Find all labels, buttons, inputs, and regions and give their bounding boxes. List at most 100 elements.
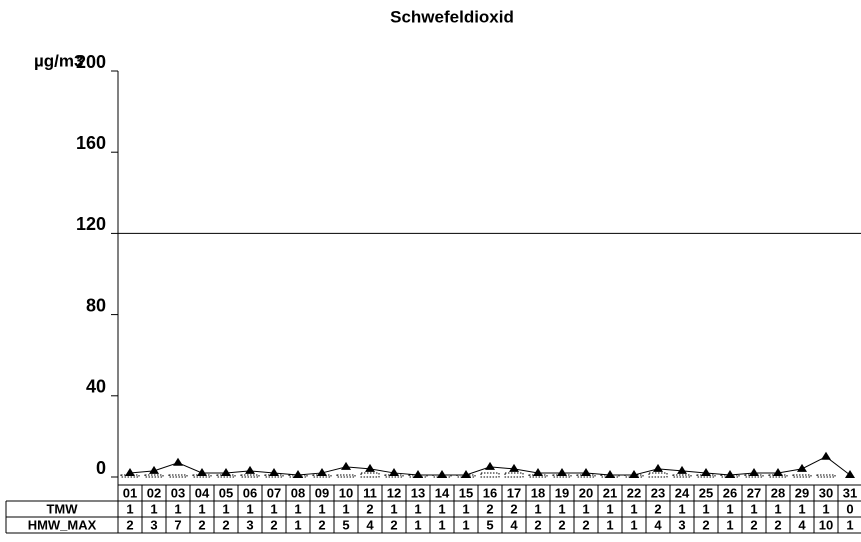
- x-tick-label: 09: [315, 485, 329, 500]
- marker: [173, 457, 183, 466]
- marker: [317, 467, 327, 476]
- marker: [437, 469, 447, 478]
- table-value: 3: [246, 517, 253, 532]
- x-tick-label: 21: [603, 485, 617, 500]
- table-value: 4: [798, 517, 806, 532]
- marker: [269, 467, 279, 476]
- table-value: 2: [366, 501, 373, 516]
- x-tick-label: 27: [747, 485, 761, 500]
- x-tick-label: 16: [483, 485, 497, 500]
- table-value: 1: [150, 501, 157, 516]
- table-value: 2: [702, 517, 709, 532]
- x-tick-label: 26: [723, 485, 737, 500]
- marker: [485, 461, 495, 470]
- x-tick-label: 02: [147, 485, 161, 500]
- marker: [509, 463, 519, 472]
- marker: [725, 469, 735, 478]
- table-value: 1: [270, 501, 277, 516]
- table-value: 2: [486, 501, 493, 516]
- x-tick-label: 01: [123, 485, 137, 500]
- table-value: 5: [342, 517, 349, 532]
- table-value: 1: [222, 501, 229, 516]
- table-value: 1: [534, 501, 541, 516]
- bar: [168, 474, 188, 478]
- table-value: 1: [822, 501, 829, 516]
- table-value: 0: [846, 501, 853, 516]
- table-value: 1: [438, 517, 445, 532]
- x-tick-label: 11: [363, 485, 377, 500]
- table-value: 1: [342, 501, 349, 516]
- marker: [413, 469, 423, 478]
- bar: [240, 474, 260, 478]
- table-value: 2: [390, 517, 397, 532]
- marker: [605, 469, 615, 478]
- bar: [648, 472, 668, 478]
- marker: [461, 469, 471, 478]
- table-value: 7: [174, 517, 181, 532]
- marker: [701, 467, 711, 476]
- table-value: 2: [270, 517, 277, 532]
- marker: [389, 467, 399, 476]
- table-value: 1: [630, 517, 637, 532]
- table-value: 2: [774, 517, 781, 532]
- table-value: 1: [198, 501, 205, 516]
- table-value: 1: [318, 501, 325, 516]
- x-tick-label: 03: [171, 485, 185, 500]
- table-value: 1: [414, 517, 421, 532]
- table-value: 1: [414, 501, 421, 516]
- table-value: 2: [750, 517, 757, 532]
- table-value: 4: [366, 517, 374, 532]
- bar: [360, 472, 380, 478]
- table-value: 3: [678, 517, 685, 532]
- marker: [533, 467, 543, 476]
- x-tick-label: 13: [411, 485, 425, 500]
- table-value: 1: [798, 501, 805, 516]
- x-tick-label: 12: [387, 485, 401, 500]
- y-tick-label: 0: [96, 458, 106, 478]
- row-label: HMW_MAX: [28, 517, 97, 532]
- y-tick-label: 40: [86, 377, 106, 397]
- marker: [341, 461, 351, 470]
- bar: [144, 474, 164, 478]
- table-value: 2: [198, 517, 205, 532]
- x-tick-label: 10: [339, 485, 353, 500]
- table-value: 1: [462, 517, 469, 532]
- table-value: 2: [534, 517, 541, 532]
- table-value: 1: [582, 501, 589, 516]
- marker: [293, 469, 303, 478]
- table-value: 1: [294, 517, 301, 532]
- bar: [504, 472, 524, 478]
- table-value: 5: [486, 517, 493, 532]
- marker: [749, 467, 759, 476]
- y-tick-label: 160: [76, 133, 106, 153]
- table-value: 1: [726, 501, 733, 516]
- table-value: 2: [222, 517, 229, 532]
- marker: [845, 469, 855, 478]
- marker: [653, 463, 663, 472]
- y-tick-label: 200: [76, 52, 106, 72]
- bar: [336, 474, 356, 478]
- x-tick-label: 30: [819, 485, 833, 500]
- table-value: 10: [819, 517, 833, 532]
- table-value: 2: [654, 501, 661, 516]
- table-value: 1: [606, 501, 613, 516]
- x-tick-label: 07: [267, 485, 281, 500]
- table-value: 1: [678, 501, 685, 516]
- table-value: 2: [558, 517, 565, 532]
- y-tick-label: 80: [86, 295, 106, 315]
- x-tick-label: 19: [555, 485, 569, 500]
- table-value: 4: [510, 517, 518, 532]
- x-tick-label: 17: [507, 485, 521, 500]
- table-value: 1: [558, 501, 565, 516]
- table-value: 1: [294, 501, 301, 516]
- row-label: TMW: [46, 501, 78, 516]
- x-tick-label: 24: [675, 485, 690, 500]
- x-tick-label: 04: [195, 485, 210, 500]
- x-tick-label: 29: [795, 485, 809, 500]
- table-value: 1: [750, 501, 757, 516]
- table-value: 1: [390, 501, 397, 516]
- bar: [672, 474, 692, 478]
- table-value: 1: [246, 501, 253, 516]
- bar: [792, 474, 812, 478]
